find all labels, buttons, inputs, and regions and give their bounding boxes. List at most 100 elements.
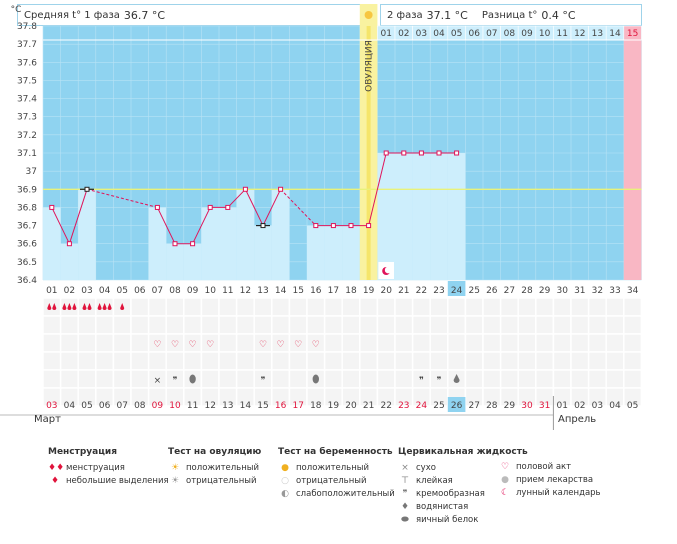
symbol-cell	[59, 351, 79, 371]
symbol-cell	[552, 333, 572, 353]
symbol-cell	[359, 333, 379, 353]
symbol-cell	[376, 297, 396, 317]
symbol-cell	[517, 333, 537, 353]
phase2-day-label: 02	[398, 29, 409, 39]
symbol-cell	[447, 297, 467, 317]
cycle-day-label: 32	[592, 286, 603, 296]
symbol-cell	[95, 333, 115, 353]
legend-pregnancy-title: Тест на беременность	[278, 447, 393, 457]
cycle-day-label: 33	[609, 286, 620, 296]
symbol-cell	[359, 315, 379, 335]
symbol-cell	[359, 369, 379, 389]
symbol-cell	[341, 333, 361, 353]
y-tick-label: 36.6	[17, 240, 37, 250]
symbol-cell	[165, 315, 185, 335]
symbol-cell	[341, 369, 361, 389]
symbol-cell	[112, 315, 132, 335]
phase2-day-label: 07	[486, 29, 497, 39]
test-positive-icon: ●	[281, 462, 289, 473]
calendar-date-label: 26	[451, 401, 463, 411]
symbol-cell	[376, 351, 396, 371]
symbol-cell	[130, 315, 150, 335]
temp-point	[436, 150, 442, 156]
symbol-cell	[112, 351, 132, 371]
symbol-cell	[235, 369, 255, 389]
symbol-cell	[42, 369, 62, 389]
phase2-day-label: 03	[416, 29, 427, 39]
symbol-cell	[183, 351, 203, 371]
symbol-cell	[535, 297, 555, 317]
temp-point	[260, 223, 266, 229]
symbol-cell	[218, 369, 238, 389]
sticky-icon: ⊤	[401, 475, 409, 486]
symbol-cell	[200, 369, 220, 389]
cycle-day-label: 18	[345, 286, 357, 296]
temp-line	[280, 188, 317, 226]
blood-drop-icon	[82, 303, 87, 310]
symbol-cell	[552, 315, 572, 335]
y-tick-label: 37.8	[17, 22, 37, 32]
symbol-cell	[411, 297, 431, 317]
symbol-cell	[464, 369, 484, 389]
legend-label: половой акт	[516, 461, 572, 472]
cycle-day-label: 26	[486, 286, 498, 296]
legend-item: ● положительный	[278, 461, 395, 474]
cycle-day-label: 19	[363, 286, 375, 296]
blood-drop-icon	[120, 303, 125, 310]
symbol-cell	[341, 351, 361, 371]
symbol-cell	[587, 297, 607, 317]
phase2-day-label: 11	[556, 29, 567, 39]
legend-item: ❞ кремообразная	[398, 487, 528, 500]
symbol-cell	[95, 315, 115, 335]
symbol-cell	[535, 369, 555, 389]
symbol-cell	[235, 297, 255, 317]
y-tick-label: 37.1	[17, 149, 37, 159]
legend-label: менструация	[66, 462, 125, 473]
creamy-icon: ❞	[261, 376, 266, 386]
symbol-cell	[235, 351, 255, 371]
cycle-day-label: 28	[521, 286, 533, 296]
phase1-bar	[254, 225, 272, 280]
symbol-cell	[535, 351, 555, 371]
legend-item: ♡ половой акт	[498, 460, 601, 473]
temp-line	[68, 189, 88, 244]
symbol-cell	[623, 315, 643, 335]
phase2-bar	[430, 153, 448, 280]
symbol-cell	[359, 297, 379, 317]
blood-drop-icon	[72, 303, 77, 310]
legend-label: клейкая	[416, 475, 453, 486]
symbol-cell	[341, 315, 361, 335]
cycle-day-label: 25	[468, 286, 479, 296]
symbol-cell	[77, 315, 97, 335]
symbol-cell	[95, 369, 115, 389]
phase1-value: 36.7 °C	[123, 8, 166, 22]
calendar-date-label: 31	[539, 401, 550, 411]
heart-icon: ♡	[206, 340, 214, 350]
y-unit-label: °C	[11, 5, 22, 15]
legend-item: × сухо	[398, 461, 528, 474]
symbol-cell	[341, 297, 361, 317]
legend-label: небольшие выделения	[66, 475, 169, 486]
symbol-cell	[306, 351, 326, 371]
calendar-date-label: 16	[275, 401, 287, 411]
symbol-cell	[235, 333, 255, 353]
blood-drop-icon	[87, 303, 92, 310]
symbol-cell	[411, 351, 431, 371]
symbol-cell	[535, 315, 555, 335]
cycle-day-label: 17	[328, 286, 339, 296]
calendar-date-label: 27	[468, 401, 479, 411]
temp-point	[225, 204, 231, 210]
symbol-cell	[587, 351, 607, 371]
calendar-date-label: 21	[363, 401, 374, 411]
symbol-cell	[323, 315, 343, 335]
legend-ovulation-test: Тест на овуляцию ☀ положительный ☀ отрицат…	[168, 447, 261, 487]
symbol-cell	[517, 315, 537, 335]
legend-item: ⊤ клейкая	[398, 474, 528, 487]
calendar-date-label: 19	[328, 401, 340, 411]
watery-drop-icon: ♦	[400, 501, 410, 512]
symbol-cell	[200, 351, 220, 371]
temp-point	[454, 150, 460, 156]
cycle-day-label: 06	[134, 286, 146, 296]
symbol-cell	[499, 351, 519, 371]
symbol-cell	[499, 369, 519, 389]
